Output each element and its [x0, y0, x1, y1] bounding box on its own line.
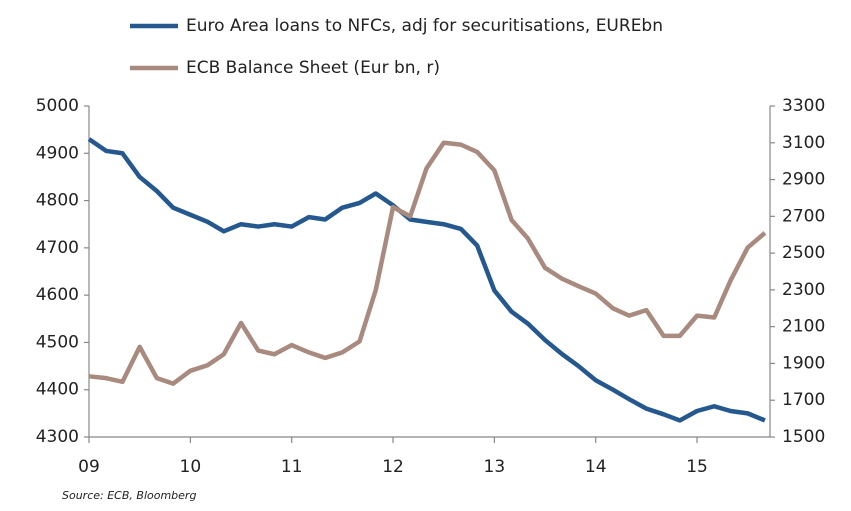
y-tick-label: 4500 [36, 332, 79, 352]
y-tick-label: 4900 [36, 143, 79, 163]
y-tick-label: 5000 [36, 96, 79, 116]
y2-tick-label: 2700 [782, 206, 825, 226]
series-line [88, 140, 767, 386]
y-tick-label: 4600 [36, 285, 79, 305]
y-tick-label: 4700 [36, 238, 79, 258]
y2-tick-label: 3300 [782, 96, 825, 116]
y2-tick-label: 2500 [782, 243, 825, 263]
y2-tick-label: 1700 [782, 390, 825, 410]
x-tick-label: 11 [281, 457, 303, 477]
x-tick-label: 12 [382, 457, 404, 477]
series-line [87, 137, 766, 423]
legend-label: Euro Area loans to NFCs, adj for securit… [186, 16, 663, 36]
y2-tick-label: 2100 [782, 317, 825, 337]
y-tick-label: 4400 [36, 380, 79, 400]
y-tick-label: 4300 [36, 427, 79, 447]
source: Source: ECB, Bloomberg [62, 489, 196, 502]
y2-tick-label: 1500 [782, 427, 825, 447]
x-tick-label: 09 [78, 457, 100, 477]
y2-tick-label: 1900 [782, 353, 825, 373]
y2-tick-label: 3100 [782, 133, 825, 153]
x-tick-label: 10 [180, 457, 202, 477]
x-tick-label: 13 [484, 457, 506, 477]
x-tick-label: 15 [686, 457, 708, 477]
x-tick-label: 14 [585, 457, 607, 477]
y-tick-label: 4800 [36, 191, 79, 211]
y2-tick-label: 2300 [782, 280, 825, 300]
y2-tick-label: 2900 [782, 170, 825, 190]
legend-label: ECB Balance Sheet (Eur bn, r) [186, 58, 440, 78]
